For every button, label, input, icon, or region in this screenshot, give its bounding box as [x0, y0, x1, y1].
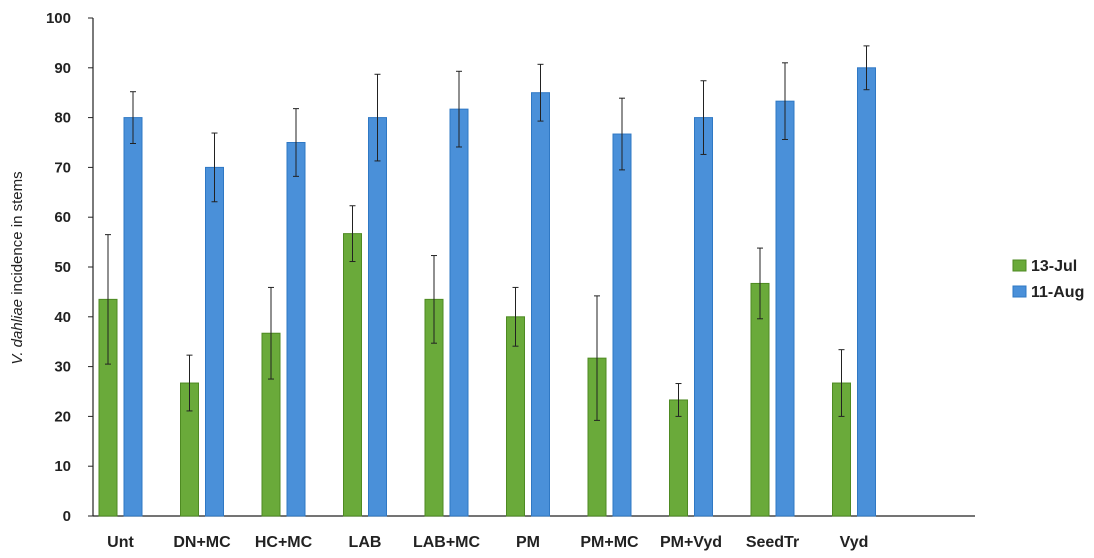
bar-11-aug-unt — [123, 117, 143, 517]
x-tick-label: DN+MC — [173, 534, 231, 551]
y-tick-label: 80 — [54, 110, 71, 127]
y-axis-label-italic: V. dahliae — [9, 299, 26, 365]
x-tick-label: LAB — [349, 534, 382, 551]
y-axis-label: V. dahliae incidence in stems — [9, 171, 26, 364]
y-tick-label: 60 — [54, 209, 71, 226]
bars — [98, 67, 876, 517]
bar-11-aug-hc+mc — [286, 142, 306, 517]
bar-11-aug-vyd — [857, 67, 876, 517]
y-tick-label: 30 — [54, 359, 71, 376]
y-tick-label: 50 — [54, 259, 71, 276]
y-tick-label: 40 — [54, 309, 71, 326]
y-tick-label: 90 — [54, 60, 71, 77]
legend-label-13-jul: 13-Jul — [1031, 258, 1077, 275]
bar-11-aug-pm+vyd — [694, 117, 713, 517]
y-tick-label: 20 — [54, 408, 71, 425]
y-tick-label: 100 — [46, 10, 71, 27]
x-tick-label: PM — [516, 534, 540, 551]
x-tick-label: LAB+MC — [413, 534, 481, 551]
x-tick-label: PM+MC — [580, 534, 639, 551]
x-ticks: Unt DN+MC HC+MC LAB LAB+MC PM PM+MC PM+Vyd SeedT… — [107, 534, 868, 551]
bar-13-jul-lab — [343, 233, 362, 517]
legend: 13-Jul 11-Aug — [1012, 258, 1084, 301]
legend-swatch-11-aug — [1012, 285, 1027, 298]
x-tick-label: SeedTr — [746, 534, 799, 551]
y-ticks: 0 10 20 30 40 50 60 70 80 90 100 — [46, 10, 93, 525]
legend-label-11-aug: 11-Aug — [1031, 284, 1084, 301]
x-tick-label: HC+MC — [255, 534, 313, 551]
y-tick-label: 10 — [54, 458, 71, 475]
y-axis-label-rest: incidence in stems — [9, 171, 26, 299]
legend-swatch-13-jul — [1012, 259, 1027, 272]
bar-11-aug-lab — [368, 117, 387, 517]
bar-11-aug-pm+mc — [612, 133, 632, 517]
bar-13-jul-pm+vyd — [669, 399, 688, 517]
bar-11-aug-pm — [531, 92, 550, 517]
x-tick-label: Vyd — [840, 534, 869, 551]
bar-11-aug-lab+mc — [449, 108, 469, 517]
x-tick-label: Unt — [107, 534, 134, 551]
y-tick-label: 70 — [54, 159, 71, 176]
bar-11-aug-dn+mc — [205, 166, 224, 517]
y-tick-label: 0 — [63, 508, 71, 525]
x-tick-label: PM+Vyd — [660, 534, 722, 551]
error-bars — [105, 45, 870, 421]
bar-11-aug-seedtr — [775, 100, 795, 517]
